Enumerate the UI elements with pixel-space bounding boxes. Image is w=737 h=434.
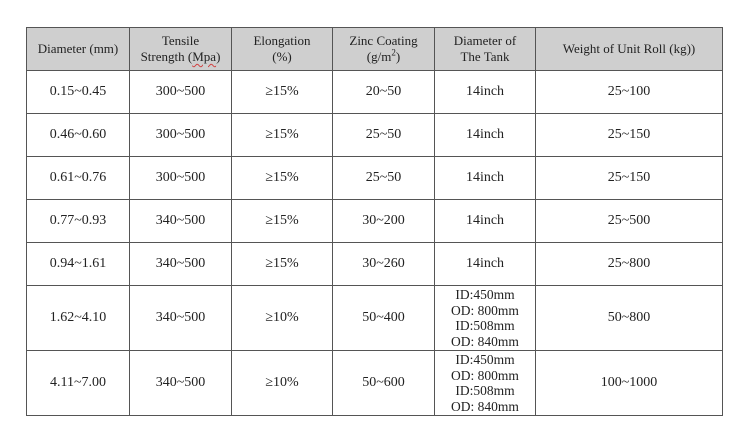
cell-zinc: 20~50: [332, 70, 435, 114]
cell-tensile: 340~500: [129, 285, 232, 351]
cell-weight: 100~1000: [535, 350, 723, 416]
table-row: 0.61~0.76 300~500 ≥15% 25~50 14inch 25~150: [26, 156, 723, 200]
header-tank-diameter: Diameter of The Tank: [434, 27, 536, 71]
cell-tank: 14inch: [434, 242, 536, 286]
table-row: 1.62~4.10 340~500 ≥10% 50~400 ID:450mm OD: 80…: [26, 285, 723, 351]
cell-tensile: 300~500: [129, 113, 232, 157]
cell-diameter: 0.77~0.93: [26, 199, 130, 243]
cell-tank: 14inch: [434, 70, 536, 114]
header-tensile-suffix: ): [216, 49, 221, 64]
header-zinc-sup: 2: [391, 47, 396, 58]
header-tensile-line2: Strength (Mpa): [130, 49, 231, 65]
header-zinc-prefix: (g/m: [366, 49, 392, 64]
table-row: 4.11~7.00 340~500 ≥10% 50~600 ID:450mm OD: 80…: [26, 350, 723, 416]
header-zinc-coating: Zinc Coating (g/m2): [332, 27, 435, 71]
cell-diameter: 0.15~0.45: [26, 70, 130, 114]
header-tank-line1: Diameter of: [453, 33, 517, 48]
cell-weight: 50~800: [535, 285, 723, 351]
table-body: 0.15~0.45 300~500 ≥15% 20~50 14inch 25~100 0.4…: [26, 70, 723, 416]
cell-elongation: ≥15%: [231, 113, 333, 157]
cell-elongation: ≥15%: [231, 156, 333, 200]
cell-weight: 25~500: [535, 199, 723, 243]
cell-diameter: 0.94~1.61: [26, 242, 130, 286]
cell-elongation: ≥10%: [231, 285, 333, 351]
tank-spec-line: ID:508mm: [455, 383, 515, 398]
cell-zinc: 25~50: [332, 113, 435, 157]
tank-spec-line: 14inch: [465, 127, 505, 142]
cell-tensile: 300~500: [129, 70, 232, 114]
table-row: 0.94~1.61 340~500 ≥15% 30~260 14inch 25~800: [26, 242, 723, 286]
cell-zinc: 50~600: [332, 350, 435, 416]
cell-diameter: 4.11~7.00: [26, 350, 130, 416]
cell-diameter: 1.62~4.10: [26, 285, 130, 351]
tank-spec-line: ID:450mm: [455, 287, 515, 302]
cell-diameter: 0.46~0.60: [26, 113, 130, 157]
tank-spec-line: OD: 800mm: [451, 367, 519, 383]
table-row: 0.77~0.93 340~500 ≥15% 30~200 14inch 25~500: [26, 199, 723, 243]
table-row: 0.15~0.45 300~500 ≥15% 20~50 14inch 25~100: [26, 70, 723, 114]
cell-tank: ID:450mm OD: 800mm ID:508mm OD: 840mm: [434, 285, 536, 351]
cell-weight: 25~100: [535, 70, 723, 114]
spec-table: Diameter (mm) Tensile Strength (Mpa) Elo…: [26, 27, 723, 416]
tank-spec-line: 14inch: [465, 170, 505, 185]
header-tensile-line1: Tensile: [161, 33, 200, 48]
cell-zinc: 30~260: [332, 242, 435, 286]
cell-tensile: 340~500: [129, 199, 232, 243]
table-row: 0.46~0.60 300~500 ≥15% 25~50 14inch 25~150: [26, 113, 723, 157]
header-tank-line2: The Tank: [460, 49, 510, 64]
tank-spec-line: 14inch: [465, 84, 505, 99]
cell-tank: ID:450mm OD: 800mm ID:508mm OD: 840mm: [434, 350, 536, 416]
header-elongation-line2: (%): [272, 49, 292, 64]
header-row: Diameter (mm) Tensile Strength (Mpa) Elo…: [26, 27, 723, 71]
header-zinc-suffix: ): [395, 49, 401, 64]
tank-spec-line: 14inch: [465, 213, 505, 228]
header-weight-label: Weight of Unit Roll (kg)): [562, 41, 696, 56]
cell-tank: 14inch: [434, 156, 536, 200]
cell-tensile: 340~500: [129, 350, 232, 416]
header-zinc-line2: (g/m2): [333, 47, 434, 65]
header-tensile-strength: Tensile Strength (Mpa): [129, 27, 232, 71]
cell-elongation: ≥15%: [231, 242, 333, 286]
header-elongation-line1: Elongation: [253, 33, 311, 48]
cell-weight: 25~150: [535, 113, 723, 157]
cell-tensile: 340~500: [129, 242, 232, 286]
cell-tank: 14inch: [434, 113, 536, 157]
tank-spec-line: ID:508mm: [455, 318, 515, 333]
tank-spec-line: OD: 800mm: [451, 302, 519, 318]
tank-spec-line: OD: 840mm: [451, 333, 519, 349]
cell-weight: 25~150: [535, 156, 723, 200]
tank-spec-line: 14inch: [465, 256, 505, 271]
header-diameter-label: Diameter (mm): [37, 41, 119, 56]
cell-elongation: ≥10%: [231, 350, 333, 416]
header-diameter: Diameter (mm): [26, 27, 130, 71]
header-tensile-prefix: Strength (: [140, 49, 193, 64]
cell-weight: 25~800: [535, 242, 723, 286]
cell-elongation: ≥15%: [231, 70, 333, 114]
cell-tensile: 300~500: [129, 156, 232, 200]
cell-elongation: ≥15%: [231, 199, 333, 243]
header-zinc-line1: Zinc Coating: [349, 33, 418, 48]
cell-zinc: 30~200: [332, 199, 435, 243]
tank-spec-line: ID:450mm: [455, 352, 515, 367]
cell-tank: 14inch: [434, 199, 536, 243]
cell-diameter: 0.61~0.76: [26, 156, 130, 200]
header-tensile-unit: Mpa: [192, 49, 217, 64]
cell-zinc: 25~50: [332, 156, 435, 200]
header-roll-weight: Weight of Unit Roll (kg)): [535, 27, 723, 71]
cell-zinc: 50~400: [332, 285, 435, 351]
tank-spec-line: OD: 840mm: [451, 398, 519, 414]
header-elongation: Elongation (%): [231, 27, 333, 71]
